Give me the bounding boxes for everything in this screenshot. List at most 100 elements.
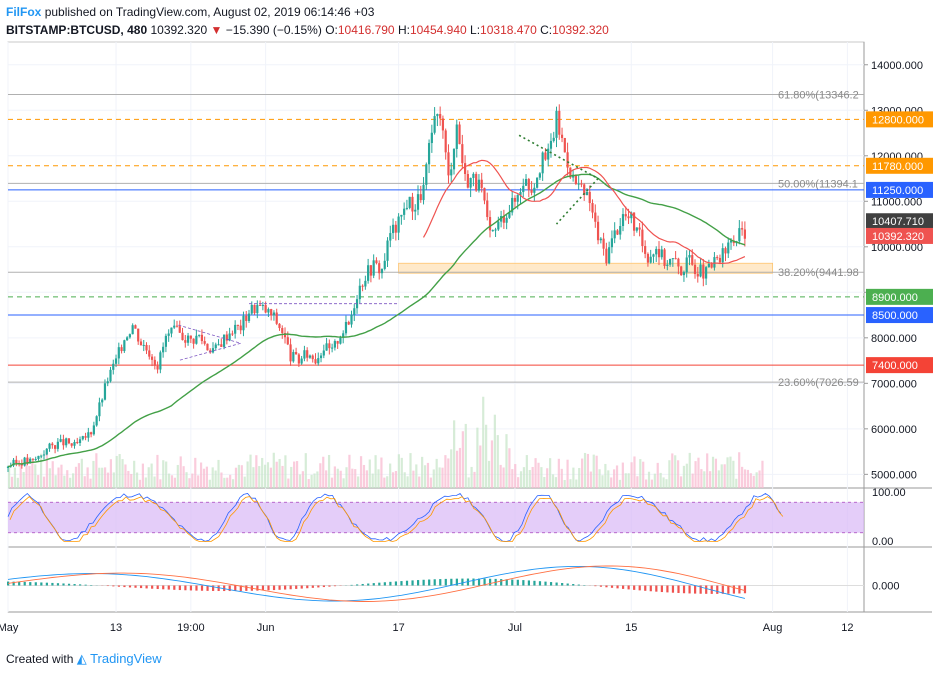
candle-body [660,249,663,258]
volume-bar [106,472,110,488]
volume-bar [706,453,709,488]
last-price-tag [866,227,933,244]
volume-bar [115,455,118,488]
candle-body [203,341,206,344]
macd-histogram-bar [633,585,636,590]
volume-bar [636,476,639,488]
candle-body [452,148,456,170]
candle-body [596,221,600,241]
candle-body [195,335,198,344]
macd-histogram-bar [295,585,298,589]
volume-bar [487,460,491,488]
macd-histogram-bar [328,585,331,587]
volume-bar [287,478,290,488]
macd-histogram-bar [500,579,503,586]
last-price-tag-label: 10392.320 [872,231,924,243]
volume-bar [630,462,633,488]
volume-bar [118,454,121,488]
volume-bar [266,462,270,488]
volume-bar [546,468,549,488]
candle-body [397,216,400,233]
volume-bar [69,477,72,488]
candle-body [721,248,724,263]
candle-body [425,164,428,185]
candle-body [267,309,270,313]
volume-bar [735,478,738,488]
volume-bar [133,460,136,488]
macd-histogram-bar [450,578,453,586]
price-change: −15.390 (−0.15%) [225,23,322,37]
volume-bar [156,454,159,488]
tradingview-logo-icon[interactable]: ◭ [76,651,87,666]
y-tick-label: 8000.000 [871,333,917,345]
candle-body [699,264,702,277]
volume-bar [374,455,377,488]
candle-body [530,189,533,193]
volume-bar [633,456,636,488]
volume-bar [278,458,281,488]
candle-body [23,457,26,466]
macd-histogram-bar [594,585,597,587]
volume-bar [31,461,34,488]
level-price-tag [866,111,933,128]
candle-body [306,350,309,358]
macd-histogram-bar [123,585,126,588]
volume-bar [662,477,665,488]
volume-bar [595,455,598,488]
candle-body [599,238,602,241]
volume-bar [435,458,438,488]
author-name[interactable]: FilFox [6,5,42,19]
volume-bar [647,471,651,488]
candle-body [677,258,680,267]
volume-bar [685,463,688,488]
tradingview-brand[interactable]: TradingView [90,651,162,666]
candle-body [112,363,115,370]
candle-body [655,248,658,255]
candle-body [225,334,228,341]
macd-histogram-bar [73,584,76,586]
volume-bar [741,466,744,488]
volume-bar [540,467,543,488]
macd-histogram-bar [34,582,37,586]
candle-body [175,325,179,327]
volume-bar [345,467,348,488]
candle-body [101,399,104,403]
volume-bar [450,449,453,488]
candle-body [12,459,15,466]
low-value: 10318.470 [480,23,537,37]
macd-histogram-bar [67,583,71,586]
candle-body [663,249,666,266]
candle-body [463,163,467,174]
macd-histogram-bar [444,578,447,586]
candle-body [610,238,614,248]
volume-bar [386,476,389,488]
candle-body [186,335,190,343]
volume-bar [182,466,185,488]
volume-bar [575,479,578,488]
volume-bar [191,473,194,488]
volume-bar [482,396,485,488]
volume-bar [714,458,718,488]
volume-bar [394,471,398,488]
volume-bar [348,454,351,488]
x-tick-label: May [0,622,19,634]
candle-body [691,255,694,265]
candle-body [34,458,37,460]
macd-histogram-bar [112,585,115,587]
volume-bar [342,478,345,488]
candle-body [220,344,223,347]
candle-body [688,255,691,258]
candle-body [59,439,62,442]
macd-histogram-bar [333,585,337,587]
volume-bar [54,475,57,488]
level-price-tag-label: 12800.000 [872,114,924,126]
candle-body [613,230,616,239]
candle-body [569,167,572,178]
macd-histogram-bar [56,583,60,586]
candle-body [339,337,342,344]
candle-body [411,196,414,212]
volume-bar [453,420,456,488]
candle-body [680,266,683,276]
candle-body [524,178,528,186]
